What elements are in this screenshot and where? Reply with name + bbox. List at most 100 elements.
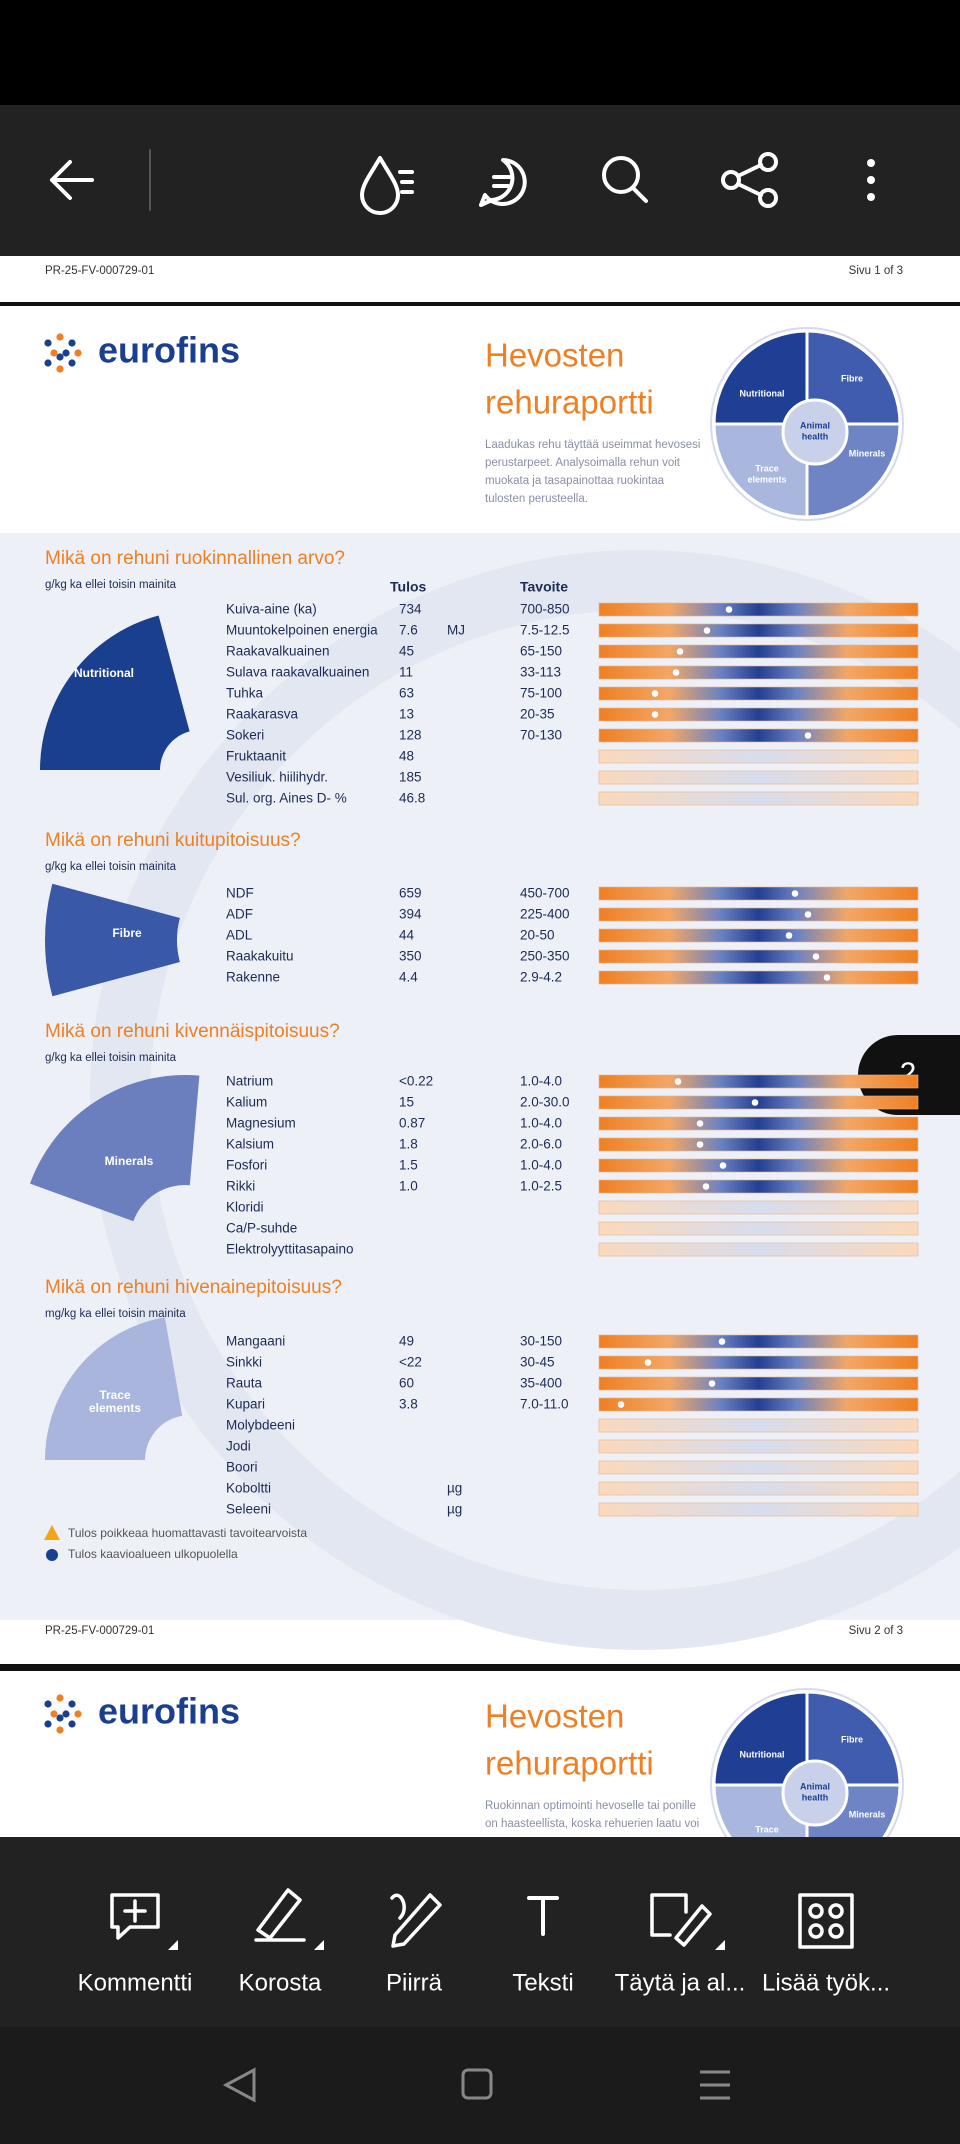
share-icon[interactable]: [721, 152, 778, 208]
target-range: 2.0-30.0: [520, 1095, 570, 1110]
target-range: 1.0-4.0: [520, 1074, 562, 1089]
toolbar-label[interactable]: Piirrä: [386, 1969, 443, 1996]
result-marker: [719, 1162, 727, 1169]
puzzle-piece: [44, 883, 180, 997]
toolbar-label[interactable]: Korosta: [239, 1969, 322, 1996]
range-bar: [598, 1481, 919, 1496]
unit-note: g/kg ka ellei toisin mainita: [45, 861, 177, 873]
logo-dot: [44, 1700, 52, 1708]
report-title: rehuraportti: [485, 1745, 654, 1782]
parameter-name: Kalsium: [226, 1137, 274, 1152]
more-menu[interactable]: [867, 159, 875, 201]
fill-sign-tool[interactable]: [650, 1893, 712, 1947]
parameter-name: Rikki: [226, 1179, 255, 1194]
target-range: 2.9-4.2: [520, 970, 562, 985]
range-bar: [598, 1179, 919, 1194]
result: 63: [399, 686, 414, 701]
result-marker: [823, 974, 831, 981]
nav-home[interactable]: [461, 2068, 493, 2100]
puzzle-piece: [40, 615, 190, 770]
section-heading: Mikä on rehuni kuitupitoisuus?: [45, 830, 301, 851]
legend-text: Tulos poikkeaa huomattavasti tavoitearvo…: [68, 1526, 307, 1540]
result-marker: [785, 932, 793, 939]
puzzle-piece: [712, 1690, 809, 1787]
result-marker: [644, 1359, 652, 1366]
logo: eurofins: [98, 1691, 240, 1732]
logo: eurofins: [98, 330, 240, 371]
puzzle-label: Trace: [755, 463, 779, 473]
result: 44: [399, 928, 415, 943]
parameter-name: Sinkki: [226, 1355, 262, 1370]
logo-dot: [68, 1720, 76, 1728]
puzzle-label: Nutritional: [740, 1749, 785, 1759]
puzzle-label: Fibre: [841, 1734, 863, 1744]
unit-note: g/kg ka ellei toisin mainita: [45, 1052, 177, 1064]
result: 46.8: [399, 791, 425, 806]
target-range: 1.0-4.0: [520, 1158, 562, 1173]
nav-recents[interactable]: [700, 2070, 730, 2100]
intro-text: Laadukas rehu täyttää useimmat hevosesi: [485, 439, 700, 451]
puzzle-piece: [45, 1317, 183, 1460]
result-marker: [812, 953, 820, 960]
parameter-name: Boori: [226, 1460, 258, 1475]
piece-label: Nutritional: [74, 666, 134, 680]
puzzle-piece: [712, 422, 809, 519]
result-marker: [617, 1401, 625, 1408]
parameter-name: Kuiva-aine (ka): [226, 602, 317, 617]
result-marker: [674, 1078, 682, 1085]
search-icon[interactable]: [602, 156, 640, 194]
result: 15: [399, 1095, 414, 1110]
puzzle-piece: [30, 1074, 200, 1222]
result-marker: [804, 732, 812, 739]
read-mode-icon[interactable]: [360, 156, 414, 215]
range-bar: [598, 886, 919, 901]
result: 48: [399, 749, 414, 764]
target-range: 7.5-12.5: [520, 623, 570, 638]
toolbar-label[interactable]: Teksti: [512, 1969, 573, 1996]
range-bar: [598, 1074, 919, 1089]
logo-dot: [44, 1720, 52, 1728]
page-number: Sivu 2 of 3: [849, 1625, 903, 1637]
logo-dot: [56, 365, 64, 373]
parameter-name: Fruktaanit: [226, 749, 286, 764]
logo-dot: [62, 1710, 70, 1718]
puzzle-center: [781, 1759, 849, 1827]
result: 3.8: [399, 1397, 418, 1412]
highlight-tool[interactable]: [254, 1888, 306, 1942]
result-marker: [708, 1380, 716, 1387]
target-range: 2.0-6.0: [520, 1137, 562, 1152]
range-bar: [598, 928, 919, 943]
range-bar: [598, 707, 919, 722]
toolbar-label[interactable]: Täytä ja al...: [615, 1969, 746, 1996]
intro-text: Ruokinnan optimointi hevoselle tai ponil…: [485, 1800, 696, 1812]
parameter-name: Mangaani: [226, 1334, 285, 1349]
text-tool[interactable]: [527, 1896, 559, 1936]
nav-back[interactable]: [222, 2067, 256, 2103]
toolbar-label[interactable]: Lisää työk...: [762, 1969, 890, 1996]
toolbar-label[interactable]: Kommentti: [78, 1969, 193, 1996]
back-button[interactable]: [50, 160, 94, 200]
result: 60: [399, 1376, 414, 1391]
result-marker: [676, 648, 684, 655]
parameter-name: Muuntokelpoinen energia: [226, 623, 378, 638]
result-marker: [703, 627, 711, 634]
result: 1.0: [399, 1179, 418, 1194]
range-bar: [598, 1158, 919, 1173]
comment-tool[interactable]: [110, 1893, 160, 1940]
draw-tool[interactable]: [390, 1893, 442, 1948]
more-tools[interactable]: [798, 1893, 854, 1949]
result: 7.6: [399, 623, 418, 638]
puzzle-center: [781, 398, 849, 466]
section-heading: Mikä on rehuni kivennäispitoisuus?: [45, 1021, 340, 1042]
report-title: Hevosten: [485, 1698, 624, 1735]
target-range: 20-50: [520, 928, 555, 943]
comment-list-icon[interactable]: [479, 158, 527, 207]
range-bar: [598, 1418, 919, 1433]
result: 128: [399, 728, 422, 743]
result-marker: [672, 669, 680, 676]
result: 185: [399, 770, 422, 785]
legend-text: Tulos kaavioalueen ulkopuolella: [68, 1547, 238, 1561]
range-bar: [598, 1221, 919, 1236]
parameter-name: Sul. org. Aines D- %: [226, 791, 347, 806]
